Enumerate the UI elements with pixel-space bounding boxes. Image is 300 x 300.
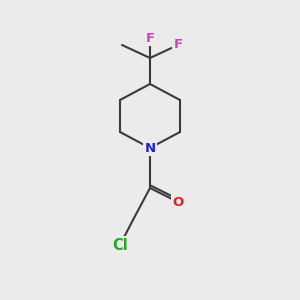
- Text: O: O: [172, 196, 184, 208]
- Text: Cl: Cl: [112, 238, 128, 253]
- Text: N: N: [144, 142, 156, 154]
- Text: F: F: [146, 32, 154, 44]
- Text: F: F: [173, 38, 183, 52]
